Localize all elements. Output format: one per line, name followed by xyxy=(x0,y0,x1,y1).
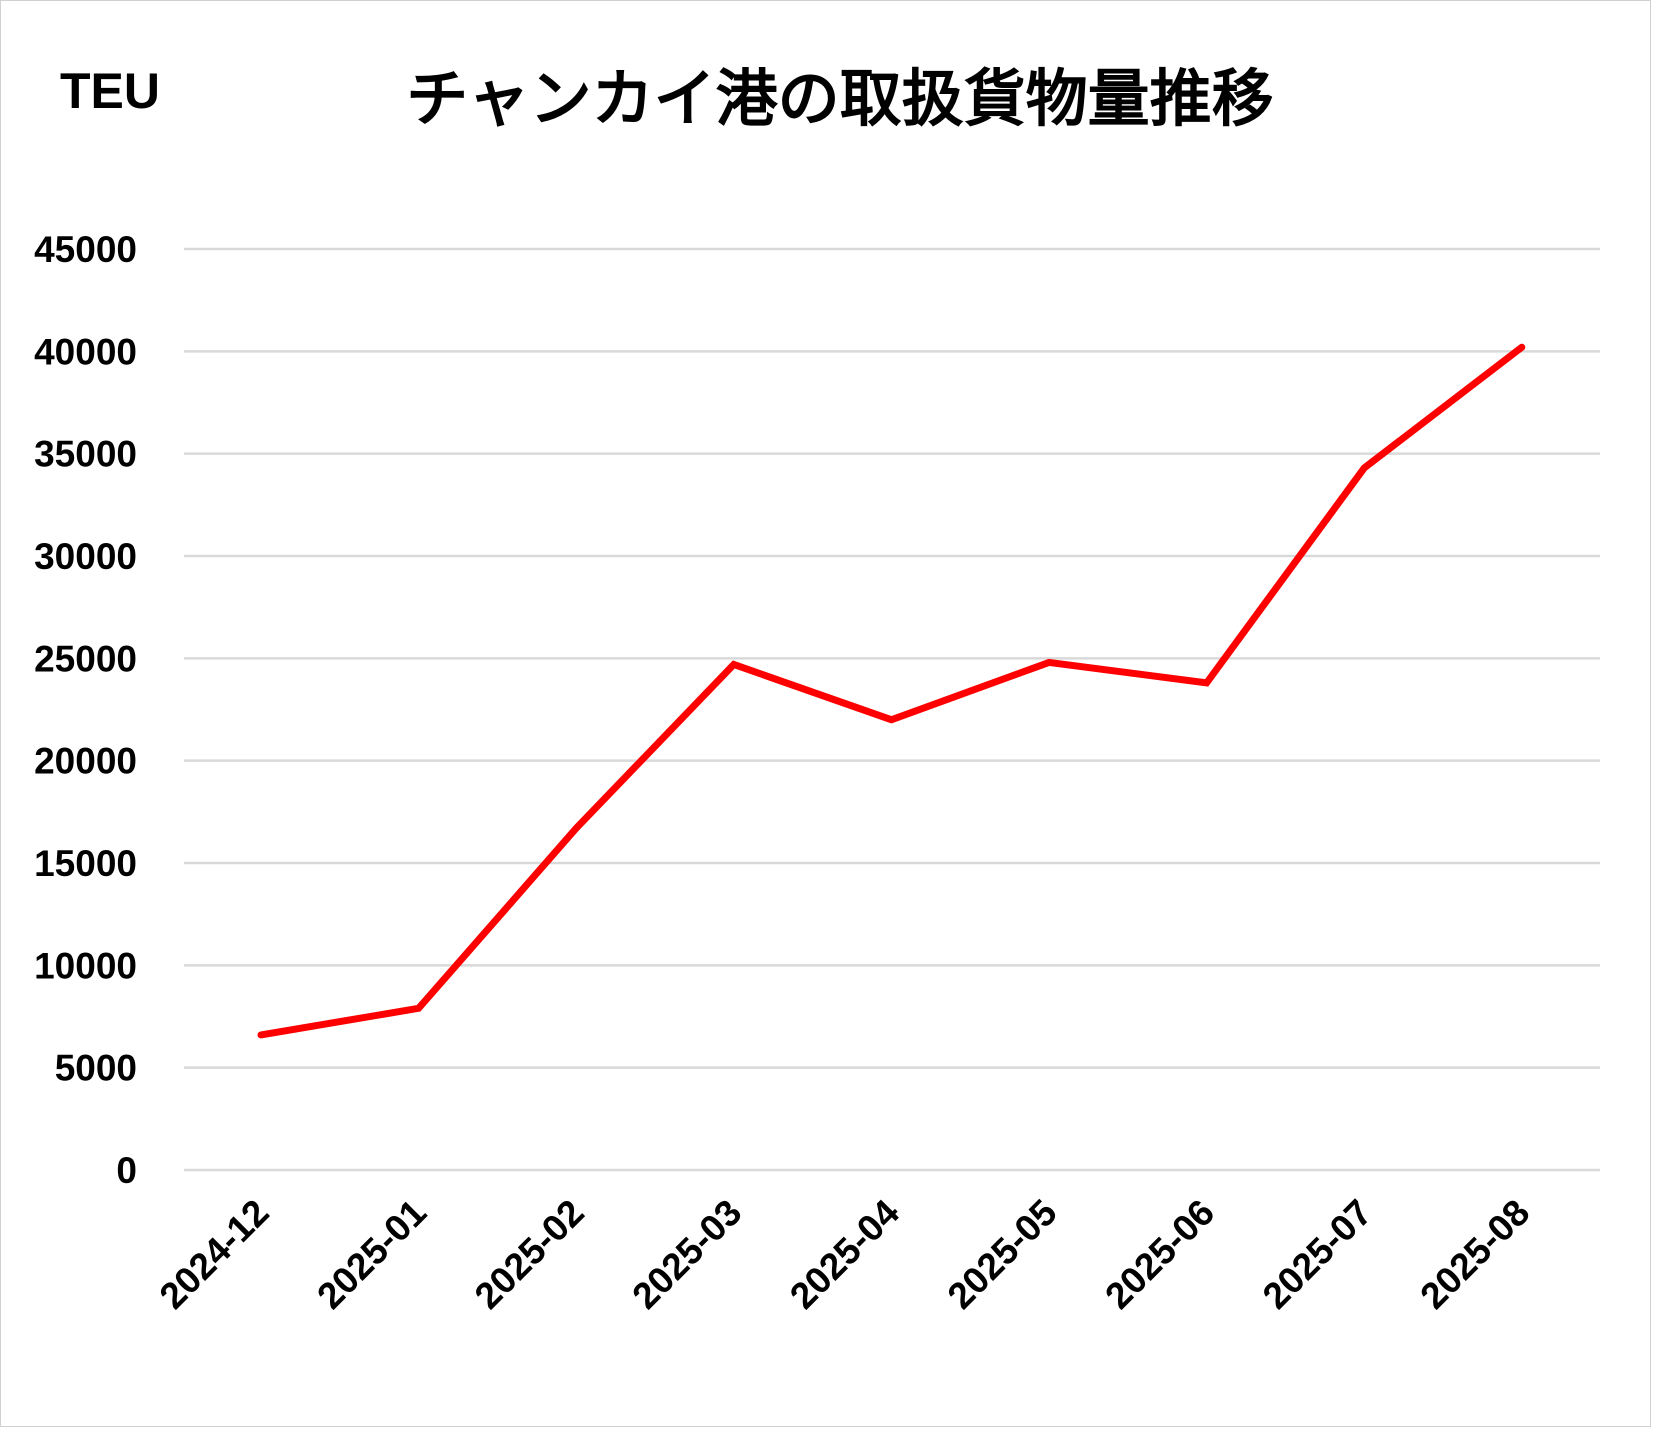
y-axis-label: TEU xyxy=(60,63,160,119)
y-tick-label: 15000 xyxy=(34,843,137,884)
y-tick-label: 5000 xyxy=(55,1048,137,1089)
y-tick-label: 0 xyxy=(116,1150,137,1191)
y-tick-label: 30000 xyxy=(34,536,137,577)
x-tick-label: 2025-06 xyxy=(1097,1192,1222,1317)
y-tick-label: 45000 xyxy=(34,229,137,270)
x-tick-label: 2025-07 xyxy=(1255,1192,1380,1317)
y-tick-label: 40000 xyxy=(34,331,137,372)
x-tick-label: 2025-04 xyxy=(782,1191,907,1316)
chart-title: チャンカイ港の取扱貨物量推移 xyxy=(406,65,1273,134)
x-tick-label: 2025-05 xyxy=(940,1192,1065,1317)
y-tick-label: 20000 xyxy=(34,741,137,782)
x-tick-label: 2024-12 xyxy=(152,1192,277,1317)
x-tick-label: 2025-08 xyxy=(1412,1192,1537,1317)
x-tick-label: 2025-02 xyxy=(467,1192,592,1317)
x-tick-label: 2025-03 xyxy=(624,1192,749,1317)
y-tick-label: 10000 xyxy=(34,945,137,986)
y-tick-label: 35000 xyxy=(34,434,137,475)
x-tick-label: 2025-01 xyxy=(309,1192,434,1317)
series-line xyxy=(257,343,1526,1039)
y-tick-label: 25000 xyxy=(34,638,137,679)
